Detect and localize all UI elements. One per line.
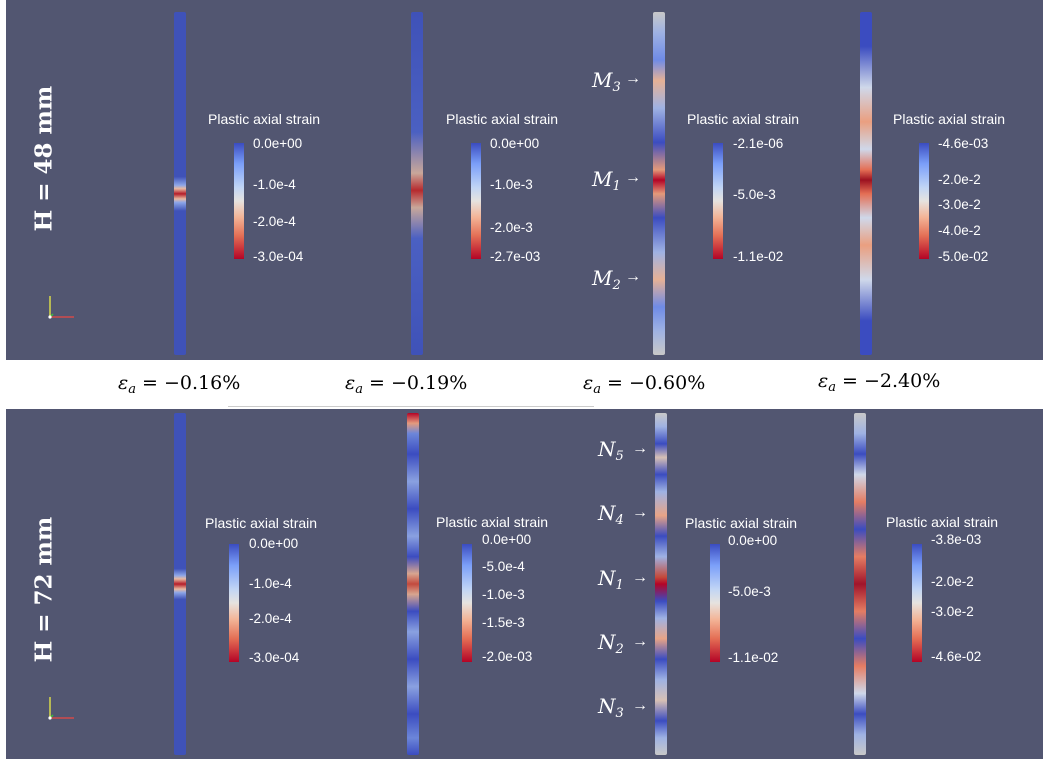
rod-bottom-4 [854, 413, 866, 755]
right-arrow-icon: → [625, 169, 641, 186]
right-arrow-icon: → [632, 504, 648, 521]
colorbar-title: Plastic axial strain [208, 111, 321, 127]
height-label-top: H = 48 mm [30, 85, 58, 232]
right-arrow-icon: → [625, 268, 641, 285]
colorbar-tick: -1.0e-4 [253, 177, 296, 192]
colorbar-tick: -2.0e-2 [931, 574, 974, 589]
right-arrow-icon: → [632, 633, 648, 650]
colorbar-title: Plastic axial strain [687, 111, 800, 127]
colorbar-top-2 [471, 143, 481, 259]
colorbar-tick: -2.1e-06 [733, 136, 784, 151]
colorbar-tick: -3.0e-04 [249, 650, 300, 665]
strain-label: εa = −2.40% [818, 370, 941, 395]
marker-label: N2 [598, 630, 624, 657]
colorbar-tick: -1.1e-02 [728, 650, 779, 665]
colorbar-tick: -4.6e-03 [938, 136, 989, 151]
colorbar-top-4 [919, 143, 929, 259]
colorbar-tick: 0.0e+00 [482, 532, 532, 547]
colorbar-bottom-1 [229, 544, 239, 662]
colorbar-bottom-2 [462, 544, 472, 662]
colorbar-tick: -2.0e-4 [253, 214, 296, 229]
colorbar-tick: 0.0e+00 [728, 533, 778, 548]
colorbar-tick: -5.0e-3 [733, 187, 776, 202]
colorbar-tick: -2.0e-3 [490, 220, 533, 235]
colorbar-tick: 0.0e+00 [249, 536, 299, 551]
right-arrow-icon: → [632, 569, 648, 586]
rod-top-1 [174, 12, 186, 355]
right-arrow-icon: → [632, 697, 648, 714]
rod-top-3 [653, 12, 665, 355]
colorbar-tick: -3.0e-2 [938, 197, 981, 212]
colorbar-tick: -2.0e-4 [249, 611, 292, 626]
rod-top-4 [860, 12, 872, 355]
colorbar-tick: -5.0e-3 [728, 584, 771, 599]
colorbar-tick: -3.0e-2 [931, 604, 974, 619]
colorbar-title: Plastic axial strain [205, 515, 318, 531]
panel-h48: H = 48 mm Plastic axial strain Plastic a… [6, 0, 1043, 360]
colorbar-tick: -1.0e-4 [249, 576, 292, 591]
rod-top-2 [411, 12, 423, 355]
colorbar-tick: -4.6e-02 [931, 649, 982, 664]
colorbar-tick: 0.0e+00 [253, 136, 303, 151]
strain-label: εa = −0.16% [118, 372, 241, 397]
colorbar-tick: -3.0e-04 [253, 249, 304, 264]
colorbar-tick: -5.0e-02 [938, 249, 989, 264]
colorbar-tick: 0.0e+00 [490, 136, 540, 151]
colorbar-tick: -2.0e-03 [482, 649, 533, 664]
colorbar-tick: -1.5e-3 [482, 615, 525, 630]
colorbar-top-3 [713, 143, 723, 259]
colorbar-bottom-4 [912, 544, 922, 662]
marker-label: N5 [598, 437, 624, 464]
colorbar-bottom-3 [710, 544, 720, 662]
panel-h72: H = 72 mm Plastic axial strain Plastic a… [6, 409, 1043, 759]
colorbar-tick: -1.0e-3 [490, 177, 533, 192]
colorbar-title: Plastic axial strain [886, 514, 999, 530]
axes-triad-icon [48, 697, 74, 720]
marker-label: N3 [598, 694, 624, 721]
colorbar-title: Plastic axial strain [446, 111, 559, 127]
axes-triad-icon [48, 296, 74, 319]
colorbar-tick: -3.8e-03 [931, 532, 982, 547]
strain-label: εa = −0.60% [583, 372, 706, 397]
strain-label: εa = −0.19% [345, 372, 468, 397]
colorbar-top-1 [234, 143, 244, 259]
colorbar-tick: -2.0e-2 [938, 172, 981, 187]
colorbar-tick: -1.1e-02 [733, 249, 784, 264]
marker-label: N4 [598, 501, 624, 528]
marker-label: M3 [592, 68, 621, 95]
colorbar-title: Plastic axial strain [685, 515, 798, 531]
colorbar-tick: -5.0e-4 [482, 559, 525, 574]
colorbar-tick: -1.0e-3 [482, 587, 525, 602]
height-label-bottom: H = 72 mm [30, 516, 58, 663]
colorbar-title: Plastic axial strain [436, 514, 549, 530]
marker-label: N1 [598, 566, 624, 593]
right-arrow-icon: → [625, 70, 641, 87]
rod-bottom-3 [655, 413, 667, 755]
divider-line [228, 406, 594, 407]
colorbar-tick: -2.7e-03 [490, 249, 541, 264]
colorbar-title: Plastic axial strain [893, 111, 1006, 127]
marker-label: M2 [592, 266, 621, 293]
right-arrow-icon: → [632, 440, 648, 457]
rod-bottom-1 [174, 413, 186, 755]
colorbar-tick: -4.0e-2 [938, 223, 981, 238]
marker-label: M1 [592, 167, 621, 194]
rod-bottom-2 [407, 413, 419, 755]
